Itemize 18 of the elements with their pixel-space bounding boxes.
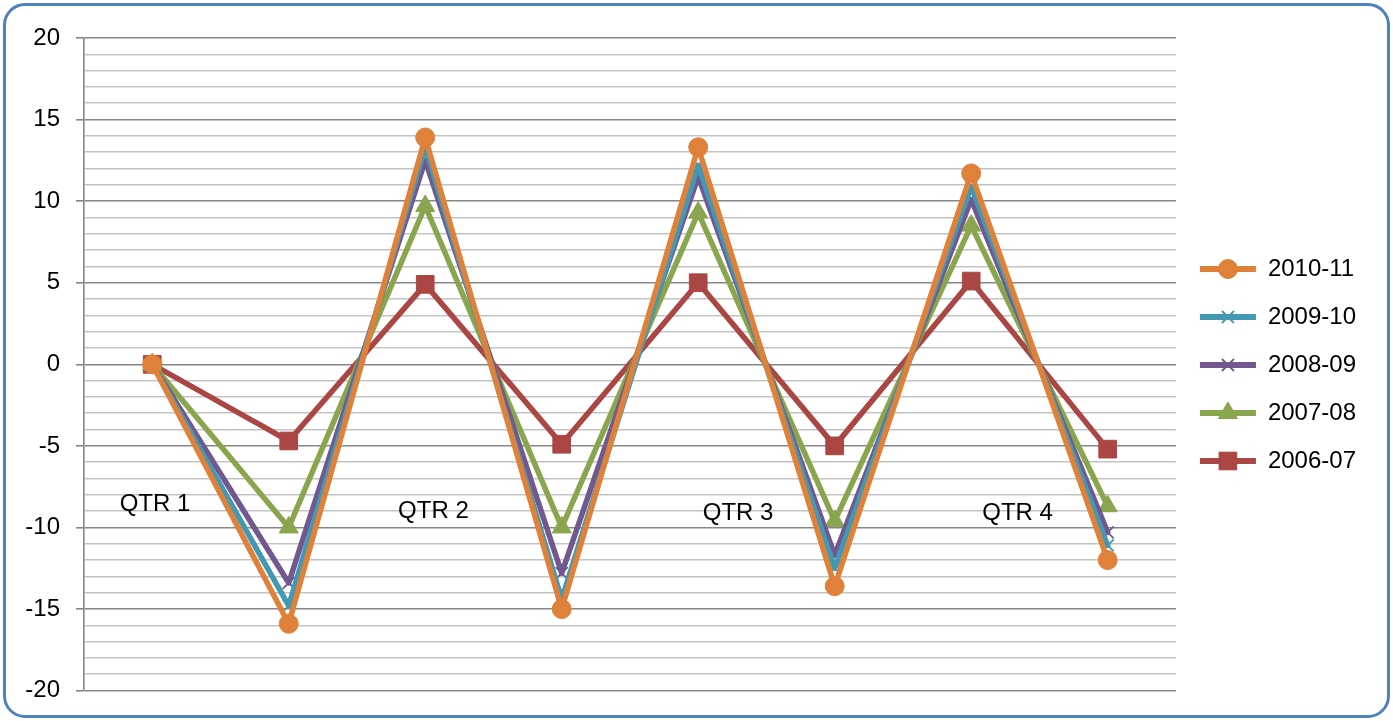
annotation: QTR 2 — [398, 495, 469, 523]
y-tick-label: -10 — [25, 512, 60, 540]
y-tick-label: 15 — [33, 104, 60, 132]
y-tick-label: 0 — [46, 348, 60, 376]
legend-label: 2008-09 — [1267, 349, 1356, 377]
y-tick-label: -15 — [25, 593, 60, 621]
y-tick-label: -20 — [25, 675, 60, 703]
legend-label: 2010-11 — [1267, 253, 1355, 281]
y-tick-label: 5 — [46, 267, 60, 295]
legend-label: 2006-07 — [1267, 445, 1356, 473]
y-tick-label: -5 — [38, 430, 60, 458]
legend-label: 2007-08 — [1267, 397, 1356, 425]
legend-label: 2009-10 — [1267, 301, 1356, 329]
y-tick-label: 20 — [33, 22, 60, 50]
annotation: QTR 1 — [119, 488, 191, 516]
annotation: QTR 4 — [982, 498, 1053, 526]
annotation: QTR 3 — [702, 498, 774, 526]
y-tick-label: 10 — [33, 185, 60, 213]
